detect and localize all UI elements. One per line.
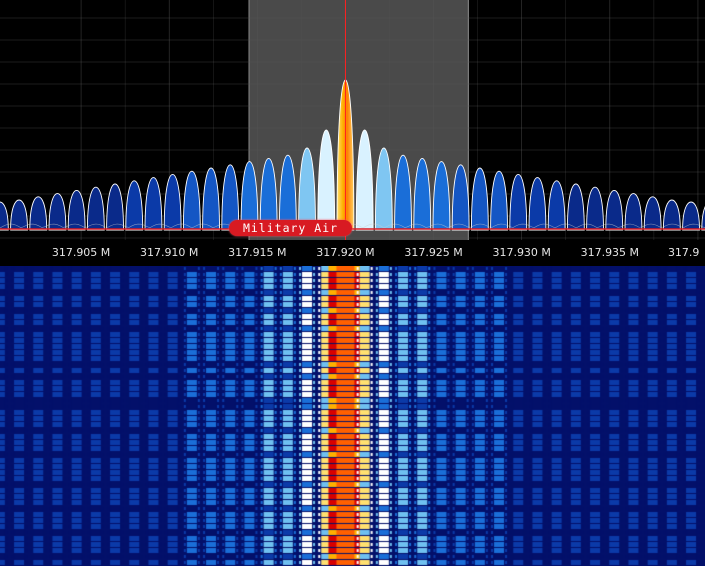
- spectrum-lobe: [278, 154, 297, 231]
- spectrum-lobe: [86, 186, 105, 231]
- spectrum-lobe: [643, 196, 662, 231]
- spectrum-lobe: [374, 147, 393, 231]
- spectrum-lobe: [490, 170, 508, 231]
- waterfall-canvas[interactable]: [0, 266, 705, 566]
- spectrum-lobe: [682, 201, 700, 231]
- spectrum-lobe: [413, 157, 432, 231]
- spectrum-lobe: [566, 183, 585, 231]
- spectrum-lobe: [317, 129, 336, 231]
- frequency-tick-label: 317.920 M: [316, 246, 375, 259]
- frequency-axis[interactable]: 317.905 M 317.910 M 317.915 M 317.920 M 317.…: [0, 240, 705, 265]
- spectrum-lobe: [10, 199, 28, 231]
- spectrum-lobe: [547, 180, 566, 231]
- frequency-tick-label: 317.930 M: [492, 246, 551, 259]
- spectrum-lobe: [394, 154, 412, 231]
- frequency-tick-label: 317.935 M: [580, 246, 640, 259]
- frequency-tick-label: 317.905 M: [51, 246, 111, 259]
- spectrum-lobe: [182, 170, 201, 231]
- spectrum-lobe: [125, 180, 144, 231]
- spectrum-lobe: [355, 129, 374, 231]
- spectrum-lobe: [451, 164, 470, 231]
- noise-floor-trace: [0, 223, 705, 229]
- spectrum-lobe: [240, 161, 259, 231]
- spectrum-lobe: [432, 161, 451, 231]
- spectrum-lobe: [624, 193, 643, 231]
- spectrum-plot[interactable]: [0, 0, 705, 240]
- spectrum-lobe: [528, 177, 547, 231]
- spectrum-lobe: [586, 186, 604, 231]
- filter-edge-high: [467, 0, 469, 240]
- spectrum-lobe: [259, 157, 278, 231]
- spectrum-lobe: [106, 183, 124, 231]
- spectrum-lobe: [202, 167, 220, 231]
- spectrum-lobe: [48, 193, 67, 231]
- spectrum-lobe: [0, 201, 9, 231]
- frequency-tick-label: 317.9: [667, 246, 700, 259]
- spectrum-lobe: [29, 196, 48, 231]
- spectrum-lobe: [67, 189, 86, 231]
- frequency-tick-label: 317.915 M: [228, 246, 287, 259]
- filter-edge-low: [248, 0, 250, 240]
- bookmark-label[interactable]: Military Air: [229, 220, 352, 236]
- spectrum-lobe: [470, 167, 489, 231]
- spectrum-lobe: [605, 189, 624, 231]
- frequency-tick-label: 317.925 M: [404, 246, 463, 259]
- spectrum-lobe: [701, 206, 705, 231]
- spectrum-lobe: [298, 147, 316, 231]
- waterfall-display[interactable]: [0, 266, 705, 566]
- spectrum-display[interactable]: 317.905 M 317.910 M 317.915 M 317.920 M 317.…: [0, 0, 705, 265]
- frequency-tick-label: 317.910 M: [139, 246, 199, 259]
- spectrum-lobe: [662, 199, 681, 231]
- spectrum-lobe: [221, 164, 240, 231]
- spectrum-lobe: [163, 173, 182, 231]
- spectrum-lobe: [509, 173, 528, 231]
- spectrum-lobe: [144, 177, 163, 231]
